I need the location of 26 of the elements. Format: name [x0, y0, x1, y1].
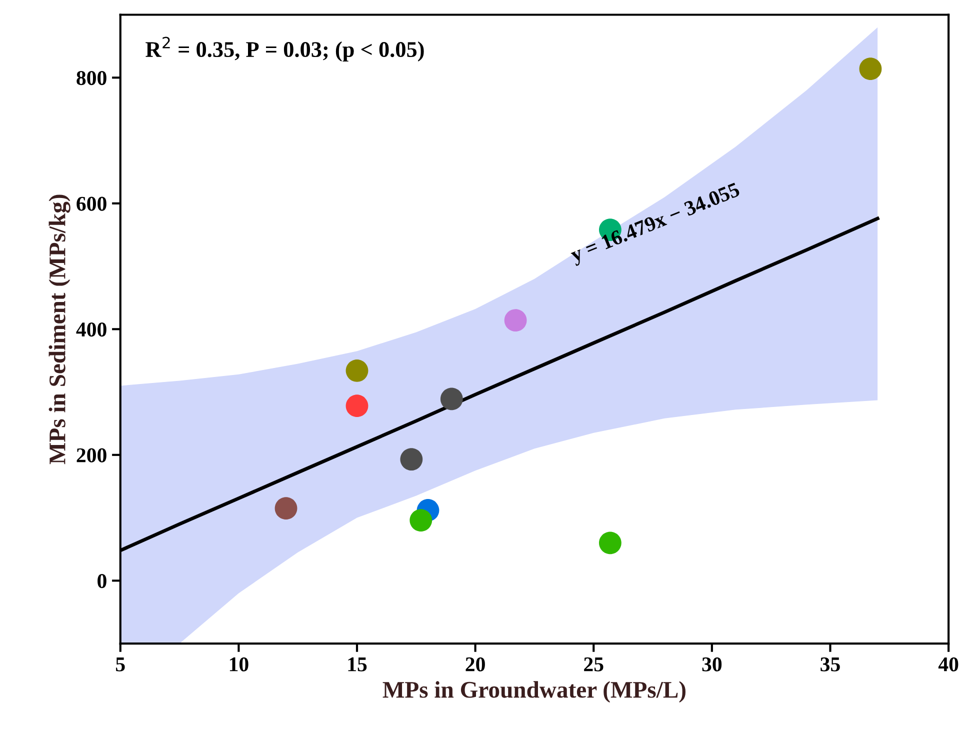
point [346, 394, 368, 418]
x-tick-label: 15 [348, 657, 367, 672]
point [598, 532, 622, 554]
y-tick-label: 400 [76, 322, 106, 337]
point [440, 388, 463, 410]
x-tick-label: 35 [820, 657, 840, 672]
y-tick-label: 0 [98, 574, 106, 588]
point [410, 509, 432, 532]
point [400, 448, 423, 470]
x-tick-label: 20 [466, 657, 485, 672]
point [859, 58, 882, 80]
y-tick-label: 600 [76, 196, 106, 211]
x-tick-label: 40 [938, 657, 958, 672]
y-tick-label: 800 [76, 71, 106, 86]
x-tick-label: 5 [116, 658, 125, 672]
y-tick-label: 200 [76, 448, 106, 462]
x-tick-label: 25 [584, 657, 604, 672]
annotation: R$^{2}$ = 0.35, P = 0.03; (p < 0.05) [146, 36, 424, 62]
x-tick-label: 30 [702, 657, 722, 672]
y-axis-title: MPs in Sediment (MPs/kg) [48, 194, 70, 464]
point [274, 497, 298, 520]
point [504, 309, 527, 332]
x-axis-title: MPs in Groundwater (MPs/L) [382, 681, 686, 703]
x-tick-label: 10 [230, 657, 248, 672]
annotation: y = 16.479x − 34.055 [569, 182, 742, 266]
point [346, 359, 368, 382]
